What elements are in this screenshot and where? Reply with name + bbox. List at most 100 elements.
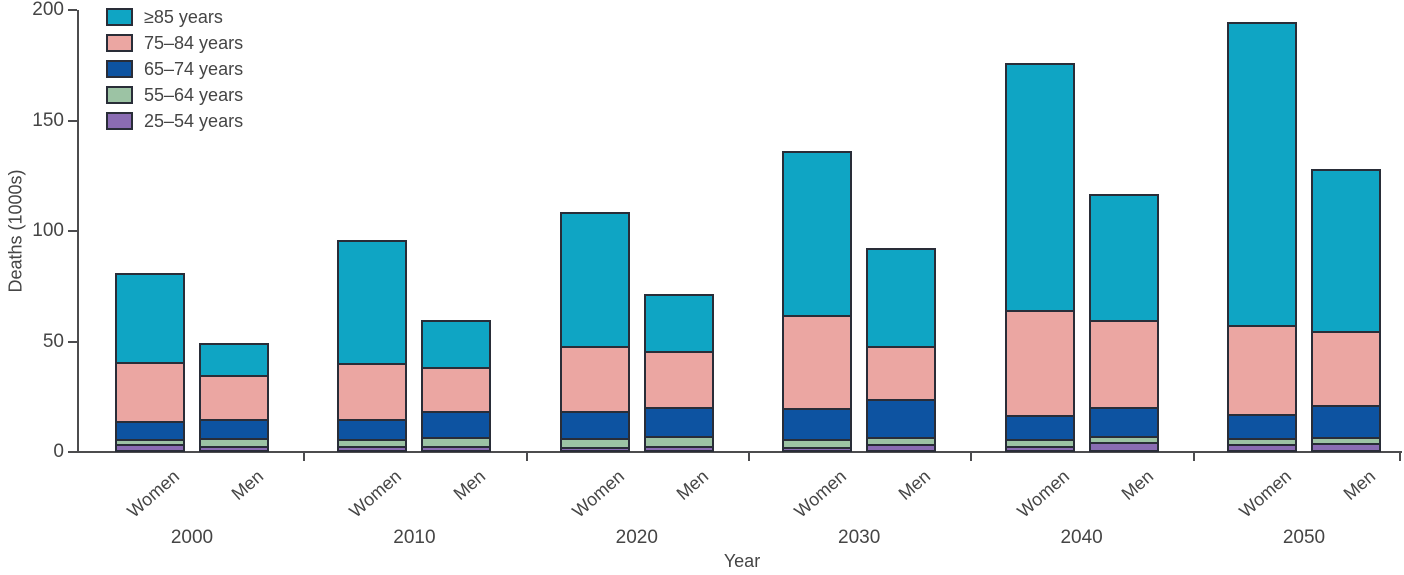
bar-segment-2554years (866, 444, 937, 452)
bar-2030-women (782, 150, 853, 452)
x-axis-tick (1192, 451, 1195, 461)
y-axis-tick (68, 340, 77, 343)
bar-segment-6574years (1004, 414, 1075, 441)
bar-segment-7584years (199, 374, 269, 422)
bar-segment-85years (421, 319, 492, 370)
bar-2030-men (866, 247, 937, 452)
bar-2020-women (559, 212, 630, 452)
y-axis-tick-label: 0 (53, 441, 64, 462)
bar-segment-6574years (559, 411, 630, 440)
bar-segment-6574years (337, 419, 408, 441)
x-group-label-2040: 2040 (1060, 527, 1103, 548)
legend-row: 25–54 years (106, 112, 243, 130)
bar-segment-7584years (559, 346, 630, 414)
bar-segment-7584years (1088, 319, 1159, 409)
bar-segment-85years (1088, 193, 1159, 322)
bar-segment-85years (1311, 169, 1381, 333)
bar-segment-7584years (782, 315, 853, 411)
bar-segment-2554years (337, 445, 408, 452)
bar-2020-men (643, 294, 714, 452)
bar-segment-2554years (1311, 443, 1381, 452)
y-axis-tick (68, 119, 77, 122)
legend: ≥85 years 75–84 years 65–74 years 55–64 yea… (106, 8, 243, 130)
bar-segment-7584years (1004, 309, 1075, 417)
bar-segment-85years (866, 247, 937, 349)
bar-segment-7584years (643, 350, 714, 409)
bar-segment-85years (199, 342, 269, 377)
bar-segment-7584years (1227, 325, 1297, 416)
bar-segment-6574years (1088, 406, 1159, 438)
x-axis-tick (525, 451, 528, 461)
y-axis-tick-label: 50 (42, 330, 64, 352)
legend-label: 55–64 years (144, 85, 244, 105)
bar-segment-6574years (866, 399, 937, 439)
bar-segment-2554years (1004, 445, 1075, 452)
legend-row: 55–64 years (106, 86, 243, 104)
legend-label: 75–84 years (144, 33, 244, 53)
x-axis-tick (303, 451, 306, 461)
x-axis-tick (970, 451, 973, 461)
x-group-label-2000: 2000 (170, 527, 214, 548)
legend-swatch (106, 8, 133, 26)
bar-segment-85years (1004, 63, 1075, 312)
bar-2000-women (115, 273, 185, 452)
legend-swatch (106, 34, 133, 52)
legend-swatch (106, 60, 133, 78)
y-axis-tick (68, 9, 77, 11)
bar-segment-7584years (421, 367, 492, 414)
bar-2050-men (1311, 169, 1381, 452)
bar-segment-85years (559, 212, 630, 349)
bar-segment-2554years (643, 445, 714, 452)
bar-2010-women (337, 240, 408, 452)
legend-row: ≥85 years (106, 8, 243, 26)
bar-segment-2554years (199, 445, 269, 452)
bar-segment-6574years (643, 406, 714, 438)
y-axis-tick-label: 150 (32, 109, 64, 131)
bar-segment-85years (115, 273, 185, 364)
bar-segment-2554years (782, 446, 853, 452)
bar-segment-6574years (421, 411, 492, 439)
bar-2010-men (421, 319, 492, 452)
bar-segment-85years (337, 240, 408, 365)
bar-segment-7584years (115, 361, 185, 424)
bar-2040-women (1004, 63, 1075, 452)
bar-segment-85years (1227, 22, 1297, 328)
x-axis-tick (1399, 451, 1401, 461)
x-axis-tick (748, 451, 750, 461)
legend-swatch (106, 86, 133, 104)
bar-segment-2554years (1088, 442, 1159, 452)
bar-2040-men (1088, 193, 1159, 452)
bar-segment-6574years (1227, 413, 1297, 440)
bar-segment-2554years (115, 444, 185, 452)
bar-segment-7584years (1311, 330, 1381, 407)
bar-segment-7584years (337, 362, 408, 422)
bar-2000-men (199, 342, 269, 452)
bar-segment-6574years (1311, 404, 1381, 439)
bar-segment-85years (643, 294, 714, 353)
bar-segment-2554years (421, 445, 492, 452)
y-axis-tick (68, 451, 77, 453)
bar-segment-6574years (199, 419, 269, 440)
bar-2050-women (1227, 22, 1297, 452)
legend-swatch (106, 112, 133, 130)
legend-label: 25–54 years (144, 111, 244, 131)
bar-segment-2554years (559, 446, 630, 452)
bar-segment-6574years (782, 408, 853, 441)
x-axis-title: Year (723, 551, 761, 571)
y-axis-tick (68, 230, 77, 232)
y-axis-line (77, 10, 79, 453)
x-axis-line (77, 451, 1402, 453)
legend-label: ≥85 years (144, 7, 223, 27)
bar-segment-85years (782, 150, 853, 318)
y-axis-tick-label: 100 (32, 220, 64, 241)
x-group-label-2020: 2020 (615, 527, 658, 548)
bar-segment-2554years (1227, 444, 1297, 452)
bar-segment-7584years (866, 346, 937, 402)
y-axis-tick-label: 200 (32, 0, 64, 20)
legend-row: 65–74 years (106, 60, 243, 78)
x-group-label-2010: 2010 (393, 527, 436, 548)
x-group-label-2050: 2050 (1282, 527, 1326, 548)
legend-row: 75–84 years (106, 34, 243, 52)
legend-label: 65–74 years (144, 59, 244, 79)
